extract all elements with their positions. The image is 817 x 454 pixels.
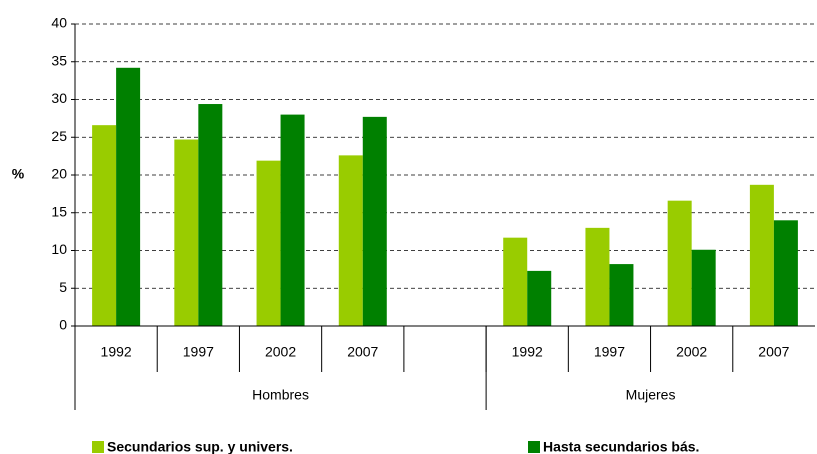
bar <box>280 114 305 326</box>
bar <box>92 125 117 326</box>
bar <box>174 139 199 326</box>
y-tick-label: 25 <box>51 128 67 144</box>
y-tick-label: 10 <box>51 241 67 257</box>
y-tick-label: 5 <box>59 279 67 295</box>
legend-text: Secundarios sup. y univers. <box>107 439 293 454</box>
group-label: Hombres <box>252 387 309 403</box>
bar <box>362 116 387 327</box>
y-tick-label: 15 <box>51 203 67 219</box>
bar <box>609 264 634 326</box>
group-label: Mujeres <box>626 387 676 403</box>
y-tick-label: 20 <box>51 166 67 182</box>
y-tick-label: 30 <box>51 90 67 106</box>
bar <box>691 249 716 326</box>
bar <box>749 184 774 326</box>
legend-swatch <box>528 441 540 453</box>
y-tick-label: 35 <box>51 52 67 68</box>
x-tick-label: 1997 <box>183 344 214 360</box>
y-tick-label: 0 <box>59 317 67 333</box>
bar <box>667 200 692 326</box>
bar <box>503 237 528 326</box>
bar <box>585 227 610 326</box>
x-tick-label: 2002 <box>676 344 707 360</box>
x-tick-label: 2007 <box>347 344 378 360</box>
bar <box>198 104 223 326</box>
legend-text: Hasta secundarios bás. <box>543 439 699 454</box>
y-tick-label: 40 <box>51 15 67 31</box>
bar <box>116 67 141 326</box>
x-tick-label: 1992 <box>101 344 132 360</box>
x-tick-label: 2007 <box>758 344 789 360</box>
bar <box>773 220 798 326</box>
x-tick-label: 1997 <box>594 344 625 360</box>
x-tick-label: 2002 <box>265 344 296 360</box>
y-axis-label: % <box>12 166 25 182</box>
x-tick-label: 1992 <box>512 344 543 360</box>
bar <box>527 270 552 326</box>
legend-swatch <box>92 441 104 453</box>
bar <box>338 155 363 326</box>
bar <box>256 160 281 326</box>
